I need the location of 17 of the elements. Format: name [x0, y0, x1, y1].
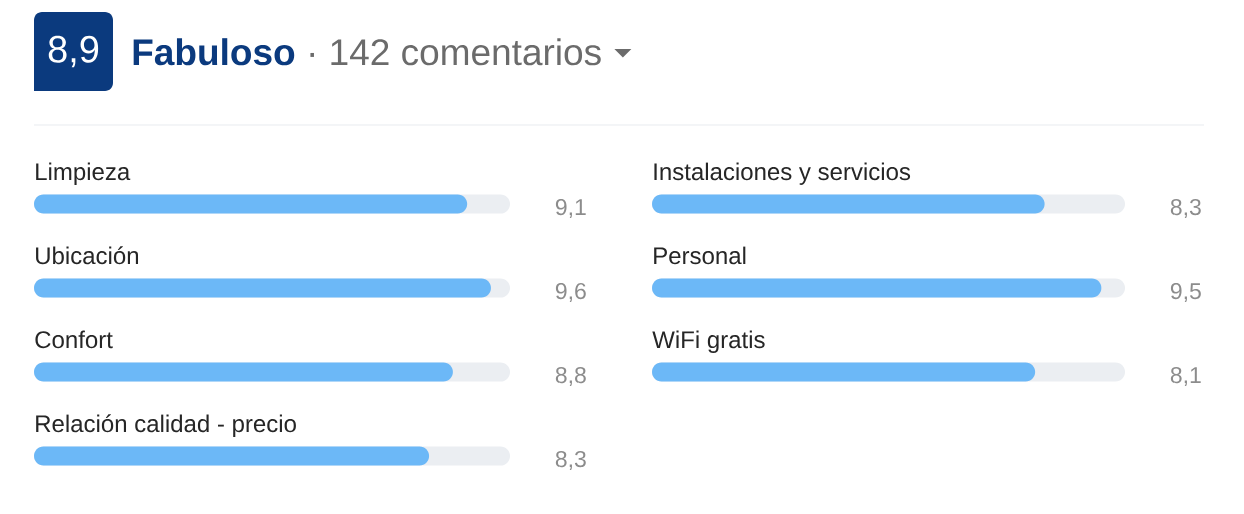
- data-label: 8,1: [1170, 366, 1201, 386]
- chart-title: Fabuloso: [133, 38, 295, 66]
- data-label: 9,5: [1170, 282, 1201, 302]
- data-label: 9,6: [555, 282, 586, 302]
- text: 8,9: [48, 35, 99, 68]
- y-tick-label: Relación calidad - precio: [36, 414, 296, 437]
- y-tick-label: Ubicación: [36, 246, 139, 265]
- y-tick-label: Limpieza: [36, 162, 131, 185]
- y-tick-label: WiFi gratis: [652, 330, 765, 353]
- y-tick-label: Personal: [654, 246, 746, 265]
- data-label: 8,8: [555, 366, 586, 386]
- data-label: 8,3: [555, 450, 586, 470]
- data-label: 8,3: [1170, 198, 1201, 218]
- chart-subtitle: · 142 comentarios: [310, 38, 601, 66]
- y-tick-label: Instalaciones y servicios: [654, 162, 911, 185]
- y-tick-label: Confort: [35, 330, 113, 349]
- data-label: 9,1: [555, 198, 586, 218]
